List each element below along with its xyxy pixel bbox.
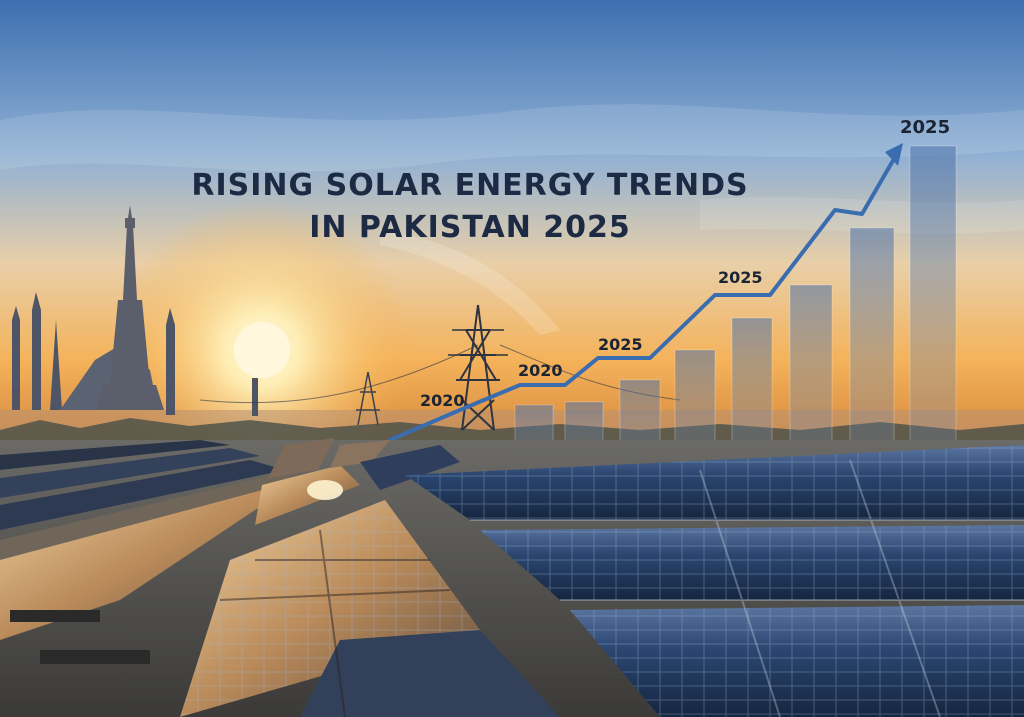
trend-label: 2025: [900, 117, 951, 138]
solar-panel-array-center: [180, 438, 560, 717]
trend-label: 2020: [518, 361, 563, 380]
sun-reflection: [307, 480, 343, 500]
minaret-icon: [12, 292, 175, 415]
trend-label: 2025: [598, 335, 643, 354]
cloud-wisp: [0, 104, 1024, 172]
trend-line: [388, 150, 900, 442]
solar-panel-rows-left: [0, 440, 300, 664]
growth-bar: [619, 379, 661, 446]
tower-silhouette-icon: [96, 205, 164, 410]
landmark-silhouettes: [12, 205, 258, 416]
transmission-pylon-icon: [356, 371, 380, 426]
solar-panel-array-right: [405, 445, 1024, 717]
growth-bar: [514, 404, 554, 446]
headline-line-1: RISING SOLAR ENERGY TRENDS: [191, 168, 749, 203]
headline: RISING SOLAR ENERGY TRENDS IN PAKISTAN 2…: [190, 165, 750, 249]
growth-bar: [731, 317, 773, 446]
transmission-pylon-icon: [448, 304, 508, 431]
growth-bar: [909, 145, 957, 446]
trend-label: 2025: [718, 268, 763, 287]
headline-line-2: IN PAKISTAN 2025: [309, 210, 631, 245]
sun: [234, 322, 290, 378]
growth-bar: [789, 284, 833, 446]
trend-arrow-icon: [885, 143, 903, 166]
trend-label: 2020: [420, 391, 465, 410]
growth-bar: [674, 349, 716, 446]
growth-bar: [564, 401, 604, 446]
cloud-wisp: [380, 230, 560, 335]
growth-bar: [849, 227, 895, 446]
